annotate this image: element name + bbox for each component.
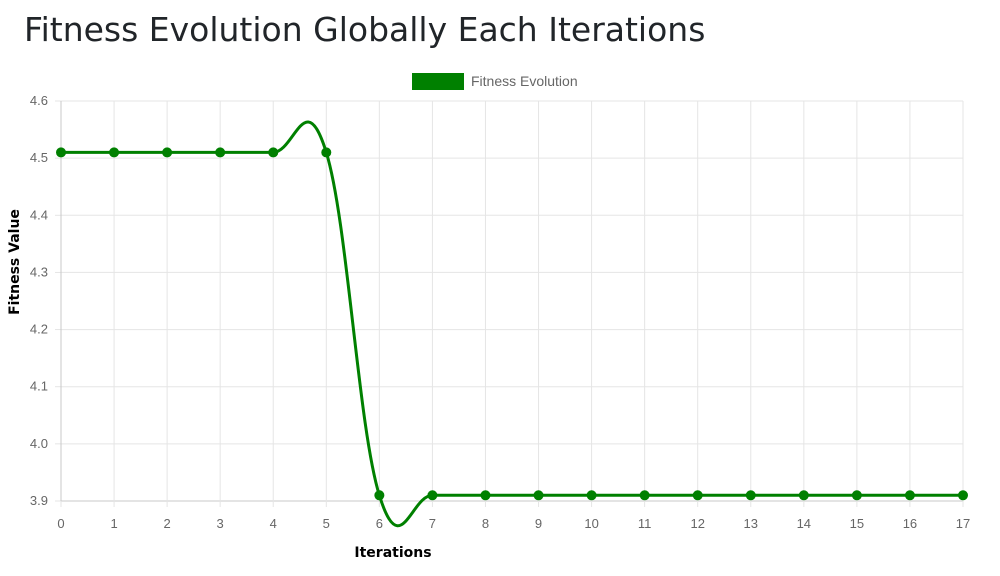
x-tick-label: 8: [482, 516, 489, 531]
data-point: [639, 490, 650, 501]
data-point: [533, 490, 544, 501]
data-point: [215, 147, 226, 158]
data-point: [745, 490, 756, 501]
data-point: [321, 147, 332, 158]
x-axis-title: Iterations: [354, 545, 431, 561]
x-tick-label: 10: [584, 516, 598, 531]
page-title: Fitness Evolution Globally Each Iteratio…: [24, 10, 706, 49]
y-tick-label: 4.4: [30, 207, 48, 222]
y-axis-ticks: 3.9 4.0 4.1 4.2 4.3 4.4 4.5 4.6: [30, 93, 48, 508]
x-tick-label: 17: [956, 516, 970, 531]
data-point: [162, 147, 173, 158]
x-tick-label: 4: [270, 516, 277, 531]
x-tick-label: 14: [797, 516, 811, 531]
x-tick-label: 13: [744, 516, 758, 531]
data-point: [798, 490, 809, 501]
legend-label: Fitness Evolution: [471, 73, 578, 89]
y-tick-label: 4.5: [30, 150, 48, 165]
grid-lines: [55, 100, 964, 507]
x-tick-label: 15: [850, 516, 864, 531]
data-point: [586, 490, 597, 501]
data-point: [268, 147, 279, 158]
y-tick-label: 4.0: [30, 436, 48, 451]
legend[interactable]: Fitness Evolution: [412, 73, 578, 90]
data-point: [56, 147, 66, 158]
x-axis-ticks: 0 1 2 3 4 5 6 7 8 9 10 11 12 13 14 15 16 17: [57, 516, 970, 531]
x-tick-label: 1: [110, 516, 117, 531]
x-tick-label: 16: [903, 516, 917, 531]
x-tick-label: 12: [690, 516, 704, 531]
y-tick-label: 4.2: [30, 322, 48, 337]
x-tick-label: 6: [376, 516, 383, 531]
data-point: [958, 490, 968, 501]
data-point: [374, 490, 385, 501]
legend-swatch: [412, 73, 464, 90]
data-point: [109, 147, 120, 158]
data-point: [904, 490, 915, 501]
x-tick-label: 7: [429, 516, 436, 531]
data-point: [692, 490, 703, 501]
x-tick-label: 2: [164, 516, 171, 531]
x-tick-label: 11: [638, 516, 652, 531]
x-tick-label: 5: [323, 516, 330, 531]
y-tick-label: 4.1: [30, 379, 48, 394]
y-tick-label: 3.9: [30, 493, 48, 508]
data-point: [480, 490, 491, 501]
y-tick-label: 4.3: [30, 264, 48, 279]
y-tick-label: 4.6: [30, 93, 48, 108]
series-line-fitness-evolution: [61, 120, 963, 528]
x-tick-label: 9: [535, 516, 542, 531]
x-tick-label: 0: [57, 516, 64, 531]
data-point: [851, 490, 862, 501]
x-tick-label: 3: [217, 516, 224, 531]
data-points: [56, 147, 968, 501]
y-axis-title: Fitness Value: [7, 209, 23, 315]
data-point: [427, 490, 438, 501]
